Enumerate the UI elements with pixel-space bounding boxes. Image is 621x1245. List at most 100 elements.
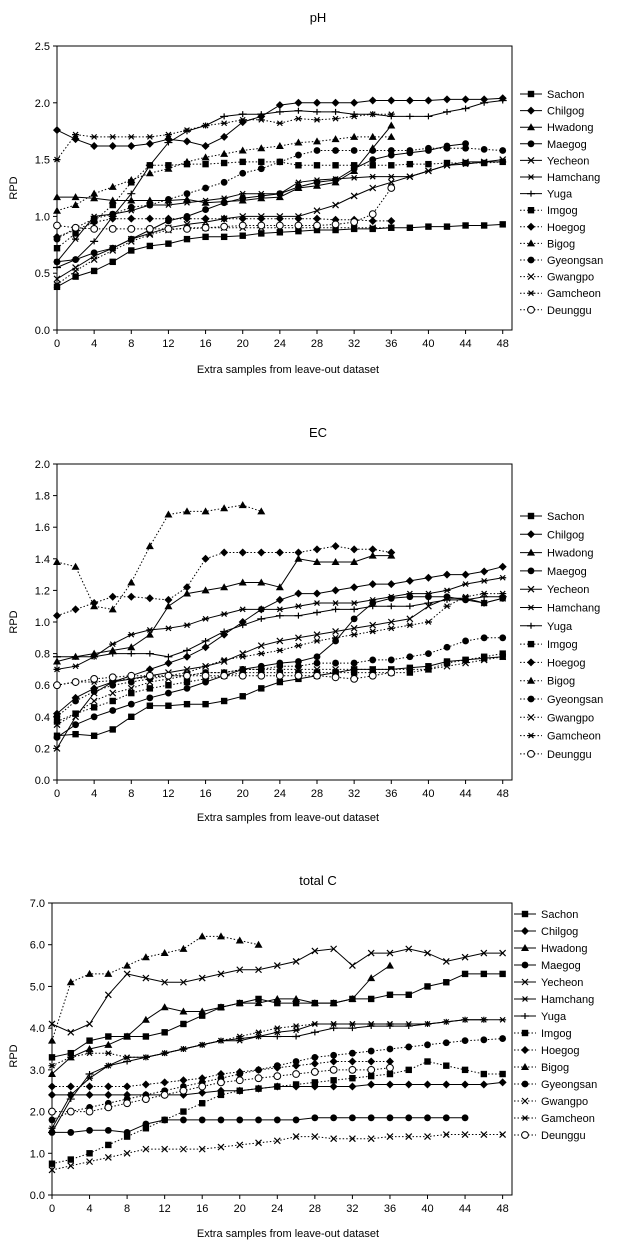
data-point [109,707,117,714]
data-point [72,131,80,138]
data-point [350,162,358,169]
data-point [499,158,506,166]
legend-item-hwadong: Hwadong [514,943,587,955]
data-point [425,223,432,230]
legend-marker [527,239,535,247]
legend-marker [527,676,535,684]
data-point [276,158,284,166]
data-point [387,111,395,118]
data-point [499,221,506,228]
legend-label: Gwangpo [547,712,594,724]
data-point [499,1131,507,1138]
legend-label: Yuga [541,1011,567,1023]
data-point [330,1077,337,1084]
y-tick-label: 1.8 [35,491,50,503]
data-point [387,224,395,232]
legend-item-sachon: Sachon [514,909,578,921]
data-point [202,122,210,129]
data-point [350,224,358,232]
data-point [145,671,154,680]
data-point [236,1116,244,1124]
data-point [443,662,451,670]
data-point [235,936,244,944]
data-point [220,149,229,157]
data-point [330,1135,338,1143]
data-point [164,214,173,223]
legend-label: Chilgog [547,106,584,118]
legend-item-imgog: Imgog [514,1028,572,1040]
legend-label: Bigog [547,238,575,250]
data-point [332,600,340,606]
data-point [183,678,191,686]
data-point [292,1133,300,1141]
legend-marker [527,123,535,131]
legend-marker [527,585,535,593]
data-point [368,671,377,680]
data-point [273,1025,281,1032]
data-point [145,630,154,638]
data-point [369,596,377,603]
data-point [442,1018,451,1025]
data-point [109,247,117,254]
data-point [164,659,173,668]
data-point [350,98,359,107]
data-point [238,111,247,118]
data-point [202,233,209,241]
y-tick-label: 1.0 [35,211,50,223]
y-tick-label: 6.0 [30,940,45,952]
data-point [443,659,451,667]
legend-label: Hwadong [547,122,593,134]
data-point [369,147,377,154]
data-point [164,671,173,680]
data-point [238,221,247,230]
data-point [90,704,98,711]
data-point [160,1003,169,1011]
data-point [220,548,229,557]
data-point [255,966,262,974]
data-point [405,576,414,585]
data-point [425,160,432,168]
data-point [461,95,470,104]
legend-item-maegog: Maegog [520,566,587,578]
legend-item-hwadong: Hwadong [520,548,593,560]
legend-label: Gwangpo [547,272,594,284]
data-point [292,1023,300,1029]
legend-item-chilgog: Chilgog [514,926,578,938]
data-point [235,1076,244,1085]
legend-marker [527,140,535,148]
data-point [257,214,266,223]
data-point [238,501,247,509]
x-tick-label: 40 [422,788,434,800]
data-point [406,173,414,180]
data-point [405,603,414,610]
legend-marker [521,1013,529,1019]
data-point [295,634,302,642]
data-point [183,214,191,223]
legend-item-gwangpo: Gwangpo [514,1096,588,1108]
data-point [72,267,79,275]
data-point [71,678,80,686]
data-point [220,504,229,512]
data-point [127,141,136,150]
data-point [53,193,61,201]
x-tick-label: 8 [124,1203,130,1215]
x-tick-label: 44 [459,1203,471,1215]
data-point [368,545,377,554]
data-point [387,625,395,632]
data-point [257,642,265,650]
data-point [275,214,284,223]
data-point [239,232,246,239]
series-line [56,577,503,670]
data-point [257,548,266,557]
legend-marker [527,290,535,297]
data-point [313,609,321,616]
data-point [141,1095,150,1103]
legend-item-hamchang: Hamchang [514,994,594,1006]
data-point [164,131,172,138]
data-point [123,1054,131,1061]
data-point [48,1107,56,1116]
legend-marker [527,530,535,539]
data-point [235,999,244,1007]
data-point [220,159,228,167]
data-point [258,685,265,692]
